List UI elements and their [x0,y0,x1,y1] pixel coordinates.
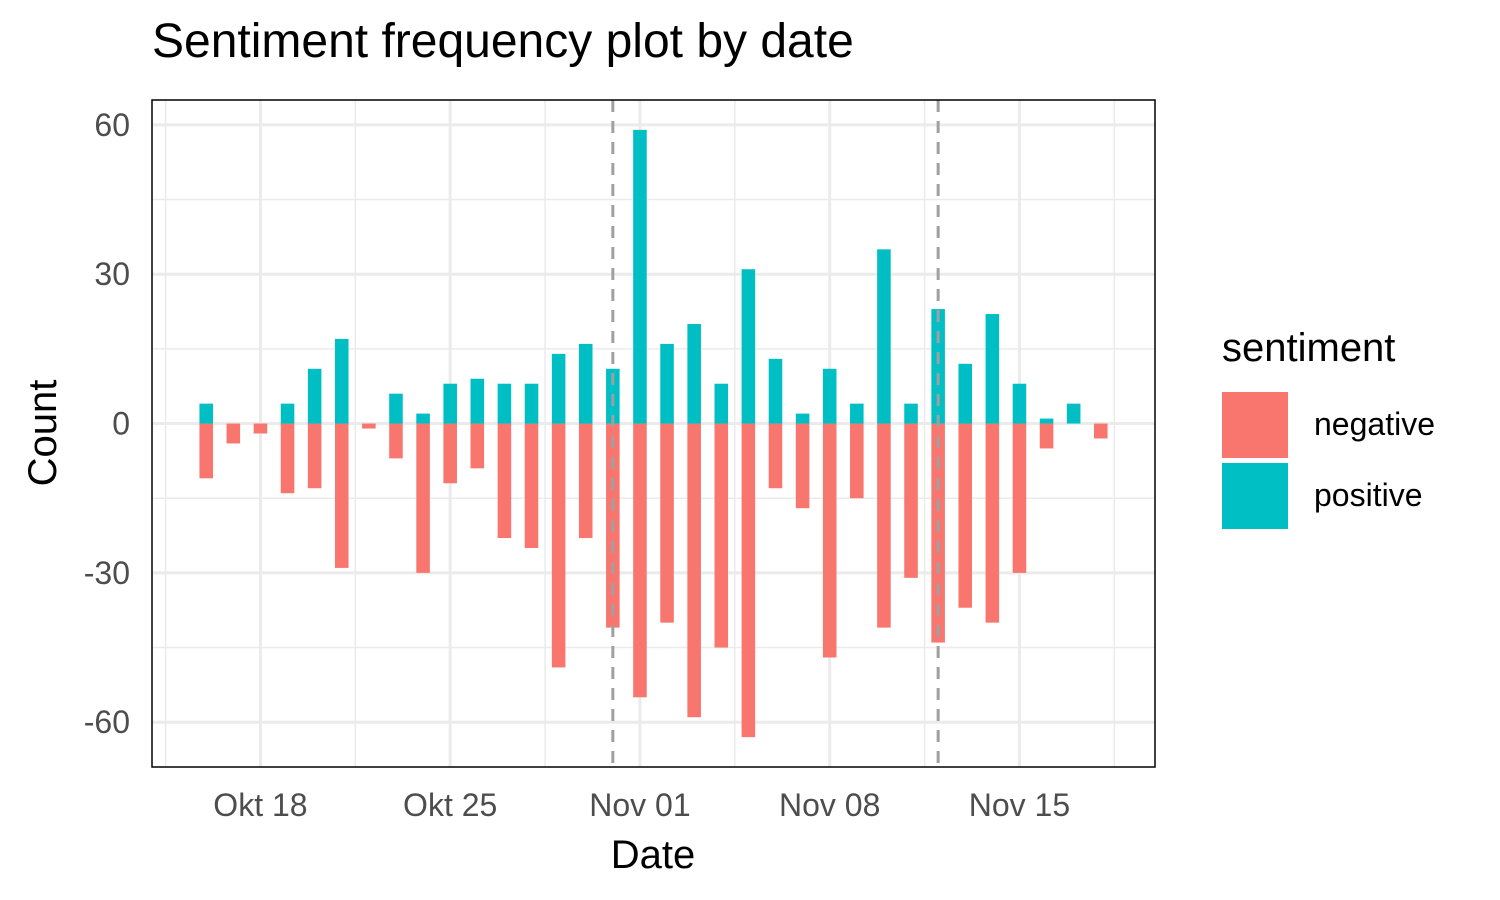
legend-swatch-negative [1222,391,1288,458]
bar-negative [307,423,322,489]
chart-title: Sentiment frequency plot by date [152,15,854,68]
legend-title: sentiment [1222,326,1396,370]
bar-negative [280,423,295,494]
bar-positive [714,383,729,424]
bar-negative [877,423,891,628]
y-axis-ticks: 60 30 0 -30 -60 [84,107,130,740]
x-tick-label: Okt 25 [403,787,497,823]
bar-negative [768,423,783,489]
bar-negative [497,423,512,539]
bar-negative [741,423,756,738]
bar-negative [1094,423,1108,439]
bar-negative [253,423,268,434]
bar-negative [416,423,430,573]
bar-negative [1012,423,1027,573]
x-tick-label: Nov 08 [779,787,880,823]
y-axis-title: Count [21,380,65,487]
bar-negative [334,423,349,568]
bar-positive [334,338,349,424]
bar-positive [931,309,945,424]
y-tick-label: -30 [84,555,130,591]
bar-negative [199,423,213,479]
x-axis-title: Date [611,833,696,877]
bar-negative [470,423,485,469]
bar-positive [741,269,756,424]
x-tick-label: Nov 15 [969,787,1070,823]
bar-negative [687,423,701,718]
x-axis-ticks: Okt 18 Okt 25 Nov 01 Nov 08 Nov 15 [213,787,1070,823]
bar-positive [795,413,810,424]
bar-negative [524,423,539,548]
bar-positive [904,403,918,424]
bar-positive [822,368,837,424]
legend-item-positive: positive [1222,460,1435,531]
bar-negative [822,423,837,658]
bar-positive [280,403,295,424]
x-tick-label: Nov 01 [589,787,690,823]
bar-positive [687,323,701,424]
bar-negative [904,423,918,578]
legend: sentiment negative positive [1222,326,1435,531]
legend-label-positive: positive [1314,477,1423,513]
bar-positive [1066,403,1081,424]
legend-item-negative: negative [1222,389,1435,460]
bar-negative [931,423,945,643]
bar-negative [633,423,647,698]
bar-negative [226,423,241,444]
bar-positive [199,403,213,424]
bar-positive [633,129,647,424]
bar-positive [470,378,485,424]
bar-positive [578,343,593,424]
bar-positive [443,383,457,424]
bar-positive [768,358,783,424]
bar-positive [850,403,864,424]
x-tick-label: Okt 18 [213,787,307,823]
bar-positive [416,413,430,424]
bar-negative [714,423,729,648]
y-tick-label: 60 [94,107,130,143]
bar-positive [958,363,973,424]
bar-positive [389,393,403,424]
bar-negative [660,423,674,623]
y-tick-label: 0 [112,406,130,442]
gridlines [152,100,1155,767]
y-tick-label: -60 [84,704,130,740]
bar-negative [850,423,864,499]
bar-positive [307,368,322,424]
bar-negative [578,423,593,539]
bar-positive [660,343,674,424]
bar-negative [362,423,376,429]
bar-negative [389,423,403,459]
bar-positive [551,353,566,424]
reference-lines [611,100,940,767]
bar-positive [1039,418,1054,424]
bar-positive [1012,383,1027,424]
bar-positive [497,383,512,424]
bars [199,129,1108,738]
bar-negative [795,423,810,509]
bar-negative [958,423,973,608]
y-tick-label: 30 [94,256,130,292]
bar-negative [1039,423,1054,449]
legend-swatch-positive [1222,462,1288,529]
panel-border [151,99,1156,768]
bar-negative [551,423,566,668]
legend-label-negative: negative [1314,406,1435,442]
bar-negative [985,423,1000,623]
bar-positive [877,249,891,424]
bar-positive [524,383,539,424]
bar-negative [443,423,457,484]
bar-positive [985,314,1000,424]
